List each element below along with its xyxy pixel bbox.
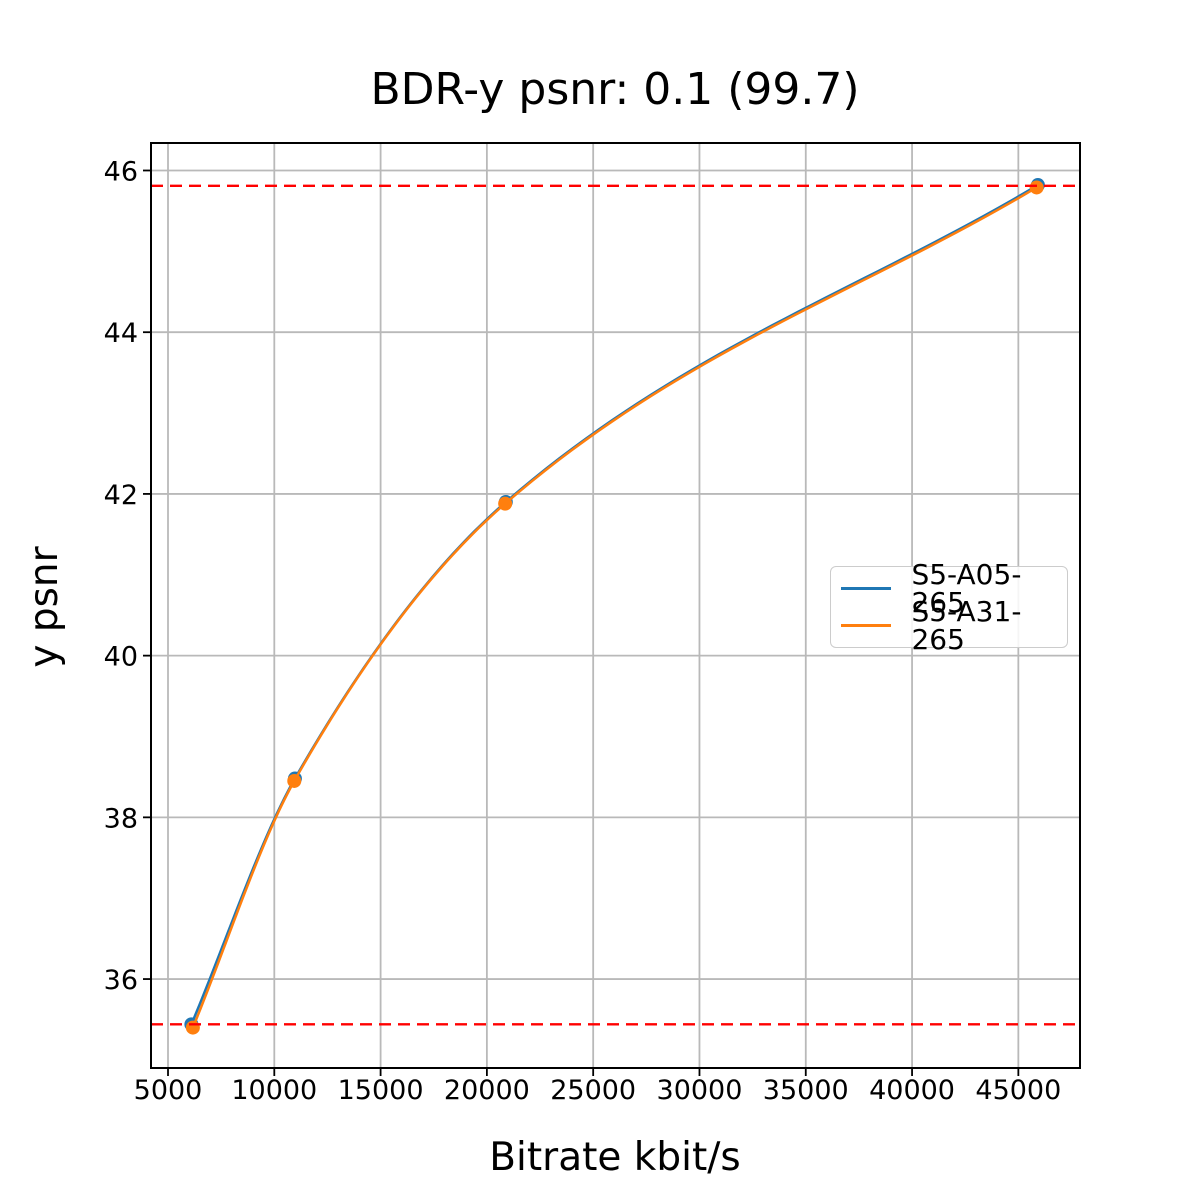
data-point-marker-S5-A31-265	[1029, 180, 1044, 195]
x-tick-label: 10000	[231, 1075, 317, 1106]
grid-layer	[151, 143, 1080, 1068]
plot-border	[150, 142, 1081, 1069]
x-tick-label: 35000	[763, 1075, 849, 1106]
legend-line-sample-series2	[841, 624, 892, 627]
legend-item: S5-A31-265	[841, 597, 1067, 653]
axis-ticks-layer: 5000 10000 15000 20000 25000 30000 35000 40000 4…	[104, 156, 1062, 1106]
x-tick-label: 40000	[869, 1075, 955, 1106]
legend-label-series2: S5-A31-265	[911, 594, 1022, 656]
series-line-S5-A31-265	[191, 186, 1038, 1029]
y-axis-label: y psnr	[22, 545, 67, 667]
reference-lines-layer	[151, 184, 1080, 1026]
data-point-marker-S5-A31-265	[498, 496, 513, 511]
y-tick-label: 36	[104, 965, 138, 996]
legend: S5-A05-265 S5-A31-265	[830, 560, 1068, 653]
y-tick-label: 38	[104, 803, 138, 834]
y-tick-label: 42	[104, 480, 138, 511]
y-tick-label: 44	[104, 318, 138, 349]
x-tick-label: 5000	[134, 1075, 203, 1106]
x-axis-label: Bitrate kbit/s	[489, 1135, 740, 1180]
x-tick-label: 30000	[657, 1075, 743, 1106]
legend-line-sample-series1	[841, 587, 892, 590]
data-point-marker-S5-A31-265	[185, 1020, 200, 1035]
x-tick-label: 20000	[444, 1075, 530, 1106]
y-tick-label: 40	[104, 642, 138, 673]
data-point-marker-S5-A31-265	[287, 773, 302, 788]
x-tick-label: 15000	[338, 1075, 424, 1106]
x-tick-label: 45000	[975, 1075, 1061, 1106]
y-tick-label: 46	[104, 156, 138, 187]
legend-label-series1: S5-A05-265	[911, 557, 1022, 619]
legend-item: S5-A05-265	[841, 560, 1067, 616]
x-tick-label: 25000	[550, 1075, 636, 1106]
chart-title: BDR-y psnr: 0.1 (99.7)	[370, 64, 859, 115]
